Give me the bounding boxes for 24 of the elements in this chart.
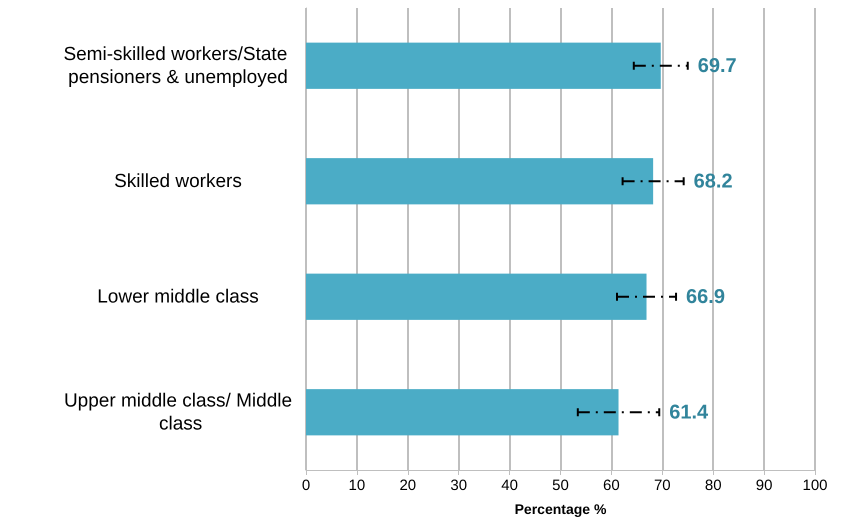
y-tick-label: Upper middle class/ Middle class	[64, 390, 292, 434]
x-tick-label: 0	[302, 477, 310, 494]
data-label: 69.7	[698, 54, 737, 77]
bar	[306, 274, 647, 320]
y-tick-label: Skilled workers	[114, 170, 242, 192]
data-label: 61.4	[669, 401, 710, 424]
bar	[306, 42, 661, 89]
x-tick-label: 30	[450, 477, 468, 494]
bar	[306, 158, 654, 204]
x-tick-label: 20	[399, 477, 416, 494]
y-tick-label: Lower middle class	[97, 286, 259, 308]
data-label: 66.9	[686, 286, 725, 308]
x-tick-label: 100	[802, 477, 828, 494]
bar	[306, 389, 619, 436]
y-tick-label: Semi-skilled workers/State pensioners & unemployed	[63, 44, 293, 88]
x-tick-label: 10	[348, 477, 366, 494]
data-label: 68.2	[694, 170, 733, 192]
x-tick-label: 40	[501, 477, 518, 494]
x-tick-label: 70	[654, 477, 671, 494]
x-tick-label: 50	[552, 477, 569, 494]
x-axis-title: Percentage %	[514, 501, 607, 517]
x-tick-label: 90	[756, 477, 772, 494]
x-tick-label: 60	[603, 477, 620, 494]
x-tick-label: 80	[704, 477, 722, 494]
